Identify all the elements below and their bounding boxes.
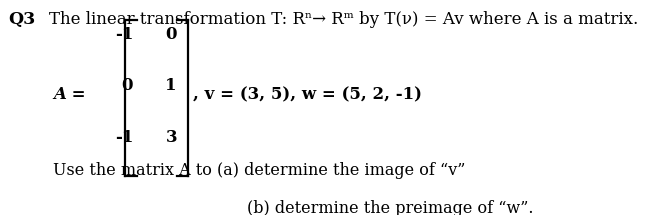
Text: -1: -1 (115, 26, 133, 43)
Text: (b) determine the preimage of “w”.: (b) determine the preimage of “w”. (247, 200, 533, 215)
Text: , v = (3, 5), w = (5, 2, -1): , v = (3, 5), w = (5, 2, -1) (193, 86, 422, 103)
Text: Q3: Q3 (8, 11, 36, 28)
Text: The linear transformation T: Rⁿ→ Rᵐ by T(ν) = Av where A is a matrix.: The linear transformation T: Rⁿ→ Rᵐ by T… (49, 11, 638, 28)
Text: 0: 0 (165, 26, 177, 43)
Text: 0: 0 (121, 77, 133, 94)
Text: 1: 1 (165, 77, 177, 94)
Text: A =: A = (53, 86, 86, 103)
Text: -1: -1 (115, 129, 133, 146)
Text: 3: 3 (165, 129, 177, 146)
Text: Use the matrix A to (a) determine the image of “v”: Use the matrix A to (a) determine the im… (53, 162, 465, 179)
